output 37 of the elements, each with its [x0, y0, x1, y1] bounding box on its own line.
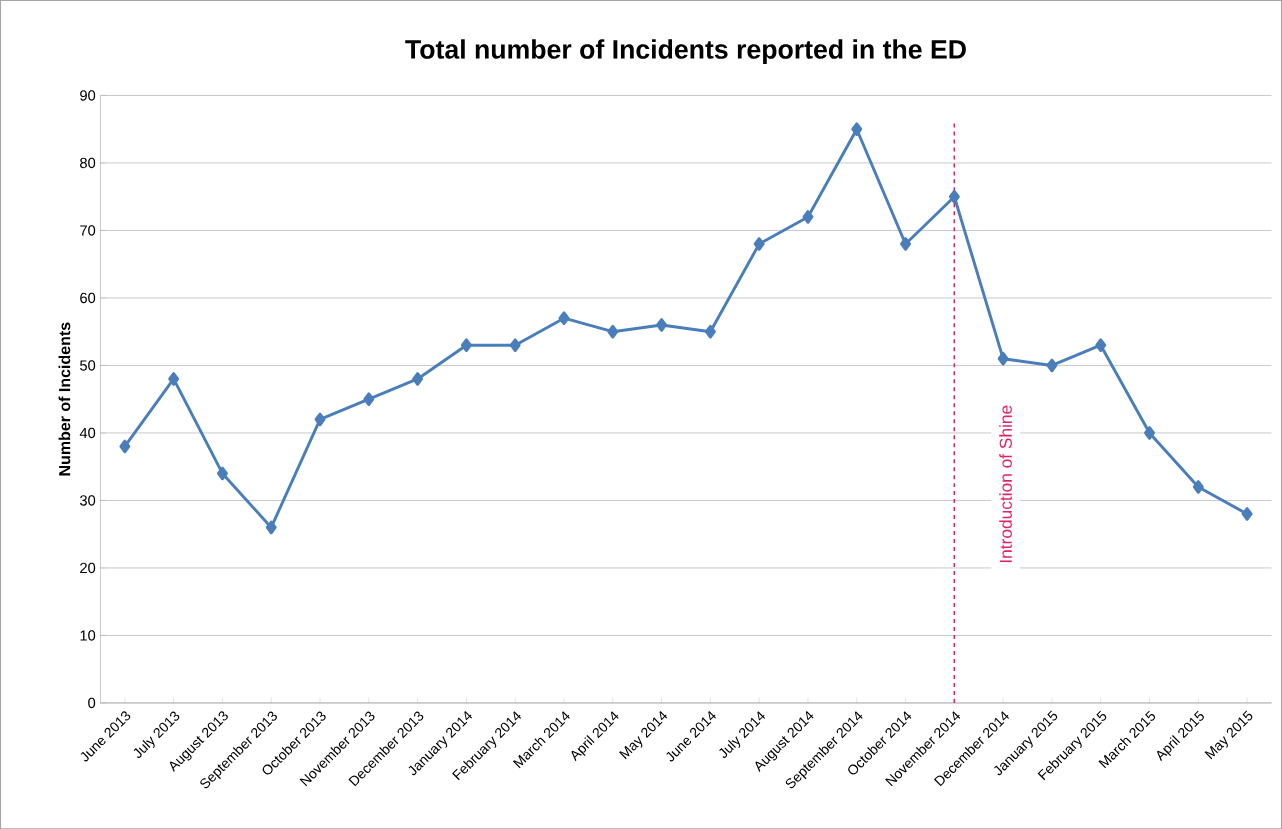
- point: [753, 236, 765, 251]
- y-tick-label: 70: [80, 225, 96, 236]
- point: [216, 466, 228, 481]
- point: [802, 209, 814, 224]
- y-tick-label: 80: [80, 157, 96, 168]
- y-tick-label: 50: [80, 360, 96, 371]
- point: [412, 371, 424, 386]
- point: [558, 311, 570, 325]
- y-tick-label: 30: [80, 495, 96, 506]
- y-axis-title: Number of Incidents: [58, 322, 71, 476]
- point: [900, 236, 912, 251]
- point: [1192, 479, 1204, 494]
- point: [1241, 506, 1253, 521]
- point: [997, 351, 1009, 366]
- y-tick-label: 40: [79, 427, 96, 438]
- chart-title: Total number of Incidents reported in the ED: [405, 39, 966, 64]
- point: [168, 371, 180, 386]
- y-tick-label: 0: [88, 697, 96, 708]
- point: [656, 317, 668, 332]
- point: [1144, 425, 1155, 440]
- y-tick-label: 10: [80, 630, 96, 641]
- point: [1046, 358, 1058, 373]
- point: [509, 338, 521, 352]
- y-tick-label: 60: [80, 292, 96, 303]
- y-tick-label: 90: [80, 90, 96, 101]
- point: [704, 324, 716, 339]
- point: [851, 122, 863, 136]
- point: [460, 338, 472, 352]
- y-tick-label: 20: [80, 562, 96, 573]
- ref-line-label: Introduction of Shine: [999, 405, 1012, 562]
- point: [265, 520, 277, 535]
- point: [363, 392, 375, 406]
- point: [1095, 338, 1107, 352]
- point: [119, 439, 131, 454]
- point: [314, 412, 326, 427]
- point: [948, 189, 960, 204]
- point: [607, 324, 619, 339]
